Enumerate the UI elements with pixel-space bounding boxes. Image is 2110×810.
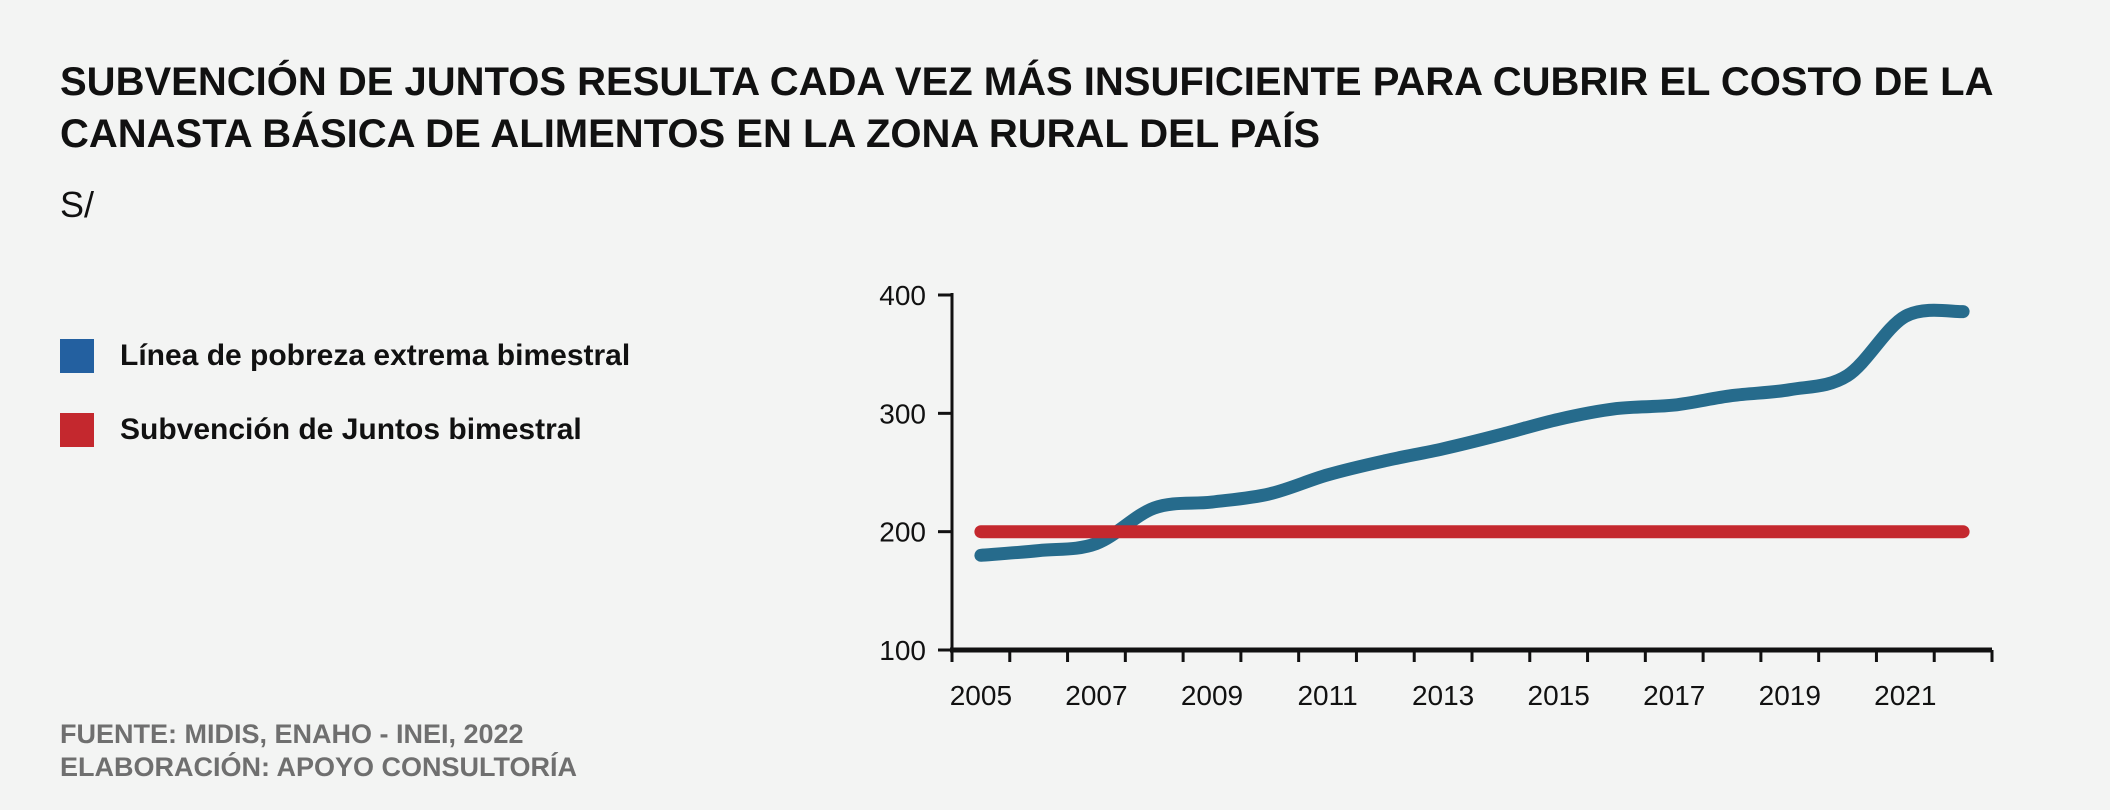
y-tick-label: 300 xyxy=(879,398,926,429)
legend-swatch-poverty-line xyxy=(60,339,94,373)
legend-swatch-juntos-subsidy xyxy=(60,413,94,447)
y-tick-label: 100 xyxy=(879,635,926,666)
legend: Línea de pobreza extrema bimestral Subve… xyxy=(60,338,630,486)
source-line: FUENTE: MIDIS, ENAHO - INEI, 2022 xyxy=(60,719,524,749)
y-tick-label: 400 xyxy=(879,280,926,311)
chart-series xyxy=(974,303,1970,562)
x-tick-label: 2007 xyxy=(1065,680,1127,711)
x-tick-label: 2019 xyxy=(1759,680,1821,711)
legend-item-juntos-subsidy: Subvención de Juntos bimestral xyxy=(60,412,630,448)
series-line-poverty xyxy=(974,303,1970,562)
x-tick-label: 2011 xyxy=(1297,680,1357,711)
legend-label-poverty-line: Línea de pobreza extrema bimestral xyxy=(120,339,631,372)
chart-axes xyxy=(938,293,1994,662)
source-note: FUENTE: MIDIS, ENAHO - INEI, 2022 ELABOR… xyxy=(60,718,577,784)
x-tick-label: 2005 xyxy=(950,680,1012,711)
x-tick-label: 2021 xyxy=(1874,680,1936,711)
x-tick-label: 2015 xyxy=(1528,680,1590,711)
credit-line: ELABORACIÓN: APOYO CONSULTORÍA xyxy=(60,752,578,782)
x-tick-label: 2013 xyxy=(1412,680,1474,711)
chart-title: SUBVENCIÓN DE JUNTOS RESULTA CADA VEZ MÁ… xyxy=(60,60,1992,156)
legend-label-juntos-subsidy: Subvención de Juntos bimestral xyxy=(120,413,582,446)
chart-tick-labels: 100 200 300 400 2005 2007 2009 2011 2013 2015 2017… xyxy=(879,280,1936,711)
unit-label: S/ xyxy=(60,184,95,225)
x-tick-label: 2009 xyxy=(1181,680,1243,711)
x-tick-label: 2017 xyxy=(1643,680,1705,711)
y-tick-label: 200 xyxy=(879,517,926,548)
legend-item-poverty-line: Línea de pobreza extrema bimestral xyxy=(60,338,630,374)
